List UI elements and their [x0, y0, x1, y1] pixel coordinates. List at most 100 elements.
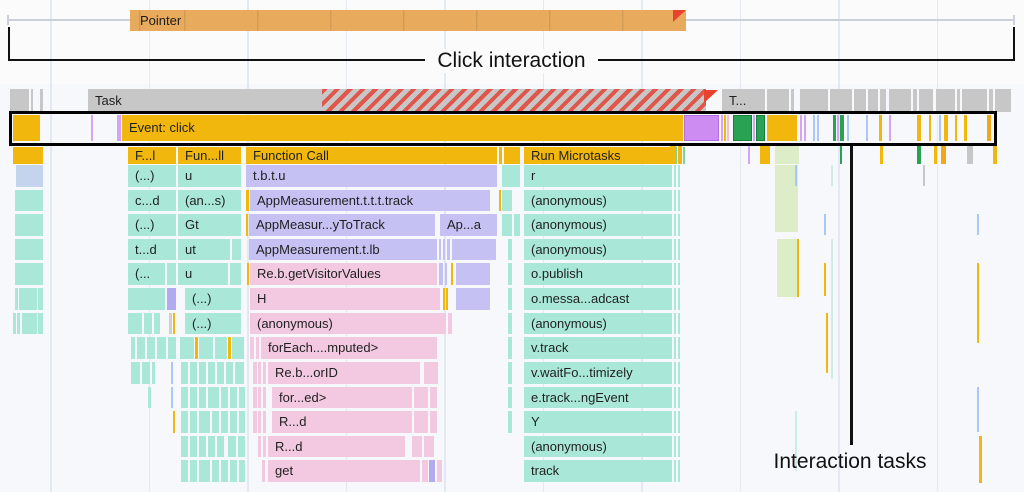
event-bar[interactable]: [879, 115, 882, 141]
flame-bar[interactable]: [678, 337, 680, 359]
flame-bar[interactable]: [514, 214, 520, 236]
flame-bar[interactable]: [674, 288, 676, 310]
flame-bar[interactable]: [446, 288, 448, 310]
flame-bar[interactable]: [674, 460, 676, 483]
event-bar[interactable]: [91, 115, 93, 141]
flame-bar[interactable]: [230, 460, 237, 483]
flame-bar[interactable]: [443, 288, 445, 310]
flame-bar[interactable]: [221, 411, 228, 433]
flame-bar[interactable]: [169, 312, 172, 335]
flame-bar[interactable]: [452, 238, 496, 261]
event-bar[interactable]: [955, 115, 957, 141]
flame-bar[interactable]: AppMeasurement.t.lb: [249, 238, 437, 261]
flame-bar[interactable]: [171, 361, 173, 384]
flame-bar[interactable]: [508, 386, 512, 409]
flame-bar[interactable]: [422, 460, 428, 483]
task-bar[interactable]: [830, 89, 852, 112]
flame-bar[interactable]: [171, 386, 173, 409]
task-bar[interactable]: [791, 89, 794, 112]
flame-bar[interactable]: [19, 288, 37, 310]
flame-bar[interactable]: [430, 411, 437, 433]
flame-bar[interactable]: (...): [185, 312, 241, 335]
flame-bar[interactable]: [167, 288, 176, 310]
event-bar[interactable]: [866, 115, 868, 141]
event-bar[interactable]: [804, 115, 806, 141]
flame-bar[interactable]: (...): [128, 214, 176, 236]
flame-bar[interactable]: Gt: [178, 214, 241, 236]
flame-bar[interactable]: [414, 411, 428, 433]
task-bar[interactable]: [913, 89, 917, 112]
flame-bar[interactable]: [195, 337, 198, 359]
flame-bar[interactable]: [199, 386, 206, 409]
flame-bar[interactable]: [678, 435, 680, 458]
flame-bar[interactable]: [180, 337, 194, 359]
flame-bar[interactable]: [678, 361, 680, 384]
event-bar[interactable]: [939, 115, 941, 141]
flame-bar[interactable]: [424, 361, 438, 384]
flame-bar[interactable]: [154, 312, 160, 335]
flame-bar[interactable]: [502, 214, 512, 236]
task-bar[interactable]: [767, 89, 789, 112]
flame-bar[interactable]: [678, 386, 680, 409]
flame-bar[interactable]: (...): [185, 288, 241, 310]
flame-bar[interactable]: [674, 238, 676, 261]
flame-bar[interactable]: [508, 411, 512, 433]
flame-bar[interactable]: [674, 189, 676, 212]
flame-bar[interactable]: (anonymous): [524, 312, 672, 335]
flame-bar[interactable]: [262, 460, 265, 483]
flame-bar[interactable]: [674, 214, 676, 236]
flame-bar[interactable]: Fun...ll: [178, 146, 241, 164]
flame-bar[interactable]: [508, 263, 512, 286]
flame-bar[interactable]: [230, 263, 241, 286]
event-bar[interactable]: [800, 115, 802, 141]
flame-bar[interactable]: [173, 312, 175, 335]
flame-bar[interactable]: [22, 312, 37, 335]
event-bar[interactable]: [889, 115, 891, 141]
flame-bar[interactable]: [445, 263, 447, 286]
flame-bar[interactable]: [208, 386, 219, 409]
flame-bar[interactable]: [128, 312, 142, 335]
flame-bar[interactable]: [228, 337, 231, 359]
flame-bar[interactable]: [157, 337, 166, 359]
flame-bar[interactable]: [451, 263, 453, 286]
event-bar[interactable]: [833, 115, 836, 141]
flame-bar[interactable]: [674, 312, 676, 335]
task-bar[interactable]: Task: [88, 89, 322, 112]
flame-bar[interactable]: [678, 165, 680, 187]
flame-bar[interactable]: [430, 386, 437, 409]
task-bar[interactable]: T...: [722, 89, 765, 112]
flame-bar[interactable]: [181, 386, 188, 409]
flame-bar[interactable]: [190, 386, 197, 409]
flame-bar[interactable]: [168, 337, 176, 359]
flame-bar[interactable]: [152, 361, 155, 384]
flame-bar[interactable]: [678, 189, 680, 212]
task-bar[interactable]: [880, 89, 886, 112]
event-bar[interactable]: [840, 115, 844, 141]
task-bar[interactable]: [40, 89, 43, 112]
flame-bar[interactable]: [678, 214, 680, 236]
flame-bar[interactable]: [678, 312, 680, 335]
flame-bar[interactable]: [246, 214, 248, 236]
flame-bar[interactable]: [199, 361, 206, 384]
event-bar[interactable]: [817, 115, 819, 141]
flame-bar[interactable]: (an...s): [178, 189, 241, 212]
flame-bar[interactable]: u: [178, 263, 228, 286]
flame-bar[interactable]: R...d: [268, 435, 405, 458]
flame-bar[interactable]: R...d: [272, 411, 412, 433]
flame-bar[interactable]: Re.b...orID: [268, 361, 420, 384]
flame-bar[interactable]: [131, 361, 140, 384]
flame-bar[interactable]: (...): [128, 165, 176, 187]
flame-bar[interactable]: Function Call: [246, 146, 497, 164]
flame-bar[interactable]: [674, 411, 676, 433]
flame-bar[interactable]: v.waitFo...timizely: [524, 361, 672, 384]
event-bar[interactable]: [767, 115, 797, 141]
flame-bar[interactable]: [230, 411, 237, 433]
flame-bar[interactable]: [439, 238, 441, 261]
flame-bar[interactable]: [499, 146, 502, 164]
flame-bar[interactable]: [258, 411, 261, 433]
flame-bar[interactable]: [181, 411, 188, 433]
flame-bar[interactable]: [674, 337, 676, 359]
flame-bar[interactable]: [258, 435, 261, 458]
event-bar[interactable]: [929, 115, 931, 141]
flame-bar[interactable]: [253, 361, 257, 384]
